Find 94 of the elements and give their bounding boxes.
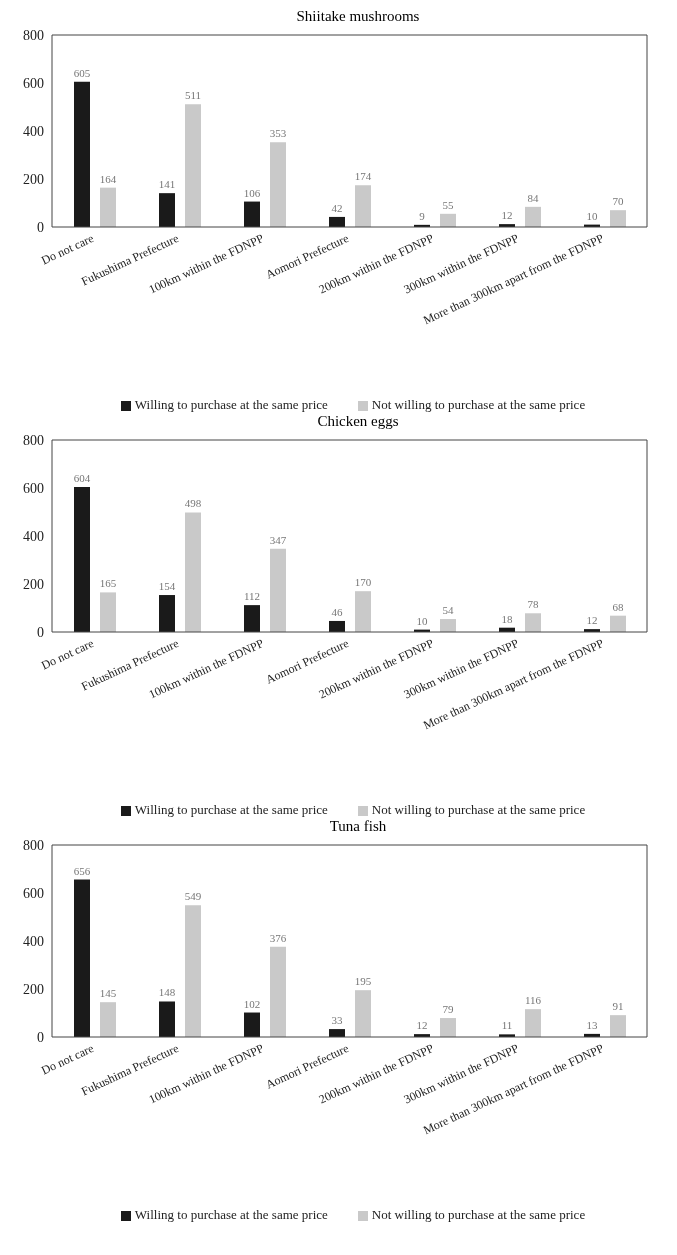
- bar: [525, 1009, 541, 1037]
- bar: [185, 104, 201, 227]
- data-label: 13: [586, 1018, 598, 1031]
- bar: [610, 210, 626, 227]
- bar: [100, 592, 116, 632]
- data-label: 170: [354, 576, 372, 589]
- y-tick-label: 200: [23, 576, 44, 592]
- data-label: 10: [416, 614, 428, 627]
- chart-title: Shiitake mushrooms: [295, 8, 421, 26]
- bar: [159, 193, 175, 227]
- data-label: 165: [99, 577, 117, 590]
- data-label: 164: [99, 172, 117, 185]
- y-tick-label: 200: [23, 981, 44, 997]
- bar: [185, 905, 201, 1037]
- y-tick-label: 800: [23, 837, 44, 853]
- data-label: 91: [612, 1000, 624, 1013]
- data-label: 54: [442, 604, 454, 617]
- bar: [610, 615, 626, 632]
- y-tick-label: 600: [23, 480, 44, 496]
- chart-title: Tuna fish: [328, 818, 388, 836]
- data-label: 116: [524, 994, 542, 1007]
- bar: [355, 185, 371, 227]
- data-label: 42: [331, 201, 343, 214]
- y-tick-label: 400: [23, 123, 44, 139]
- data-label: 12: [501, 209, 513, 222]
- y-tick-label: 600: [23, 885, 44, 901]
- bar: [270, 548, 286, 632]
- data-label: 106: [243, 186, 261, 199]
- bar: [440, 213, 456, 227]
- data-label: 68: [612, 600, 624, 613]
- bar: [74, 81, 90, 227]
- bar: [610, 1015, 626, 1037]
- legend-label: Willing to purchase at the same price: [134, 1207, 328, 1222]
- bar: [355, 990, 371, 1037]
- data-label: 12: [416, 1019, 428, 1032]
- data-label: 376: [269, 931, 287, 944]
- data-label: 353: [269, 127, 287, 140]
- bar: [440, 619, 456, 632]
- legend-label: Willing to purchase at the same price: [134, 802, 328, 817]
- data-label: 84: [527, 191, 539, 204]
- data-label: 11: [501, 1019, 513, 1032]
- legend-label: Willing to purchase at the same price: [134, 397, 328, 412]
- bar: [329, 620, 345, 632]
- data-label: 12: [586, 614, 598, 627]
- data-label: 145: [99, 987, 117, 1000]
- data-label: 70: [612, 195, 624, 208]
- legend-label: Not willing to purchase at the same price: [371, 802, 586, 817]
- bar: [244, 605, 260, 632]
- data-label: 347: [269, 533, 287, 546]
- data-label: 605: [73, 66, 91, 79]
- bar: [244, 1012, 260, 1037]
- data-label: 102: [243, 997, 261, 1010]
- y-tick-label: 400: [23, 933, 44, 949]
- y-tick-label: 800: [23, 27, 44, 43]
- bar: [355, 591, 371, 632]
- bar: [159, 595, 175, 632]
- chart-title: Chicken eggs: [316, 413, 400, 431]
- y-tick-label: 800: [23, 432, 44, 448]
- legend-label: Not willing to purchase at the same price: [371, 397, 586, 412]
- data-label: 18: [501, 612, 513, 625]
- data-label: 154: [158, 580, 176, 593]
- data-label: 9: [419, 209, 426, 222]
- y-tick-label: 400: [23, 528, 44, 544]
- data-label: 79: [442, 1003, 454, 1016]
- legend-label: Not willing to purchase at the same price: [371, 1207, 586, 1222]
- bar: [100, 187, 116, 227]
- data-label: 46: [331, 605, 343, 618]
- bar: [159, 1001, 175, 1037]
- bar: [270, 946, 286, 1037]
- bar: [525, 206, 541, 227]
- data-label: 112: [243, 590, 261, 603]
- data-label: 78: [527, 598, 539, 611]
- bar: [185, 512, 201, 632]
- bar: [525, 613, 541, 632]
- bar: [440, 1018, 456, 1037]
- data-label: 55: [442, 198, 454, 211]
- data-label: 174: [354, 170, 372, 183]
- bar: [244, 201, 260, 227]
- data-label: 10: [586, 209, 598, 222]
- bar: [74, 879, 90, 1037]
- bar: [74, 487, 90, 632]
- data-label: 33: [331, 1014, 343, 1027]
- data-label: 195: [354, 975, 372, 988]
- data-label: 549: [184, 890, 202, 903]
- bar: [270, 142, 286, 227]
- bar: [100, 1002, 116, 1037]
- y-tick-label: 600: [23, 75, 44, 91]
- data-label: 148: [158, 986, 176, 999]
- data-label: 604: [73, 472, 91, 485]
- data-label: 511: [184, 89, 202, 102]
- data-label: 656: [73, 864, 91, 877]
- data-label: 141: [158, 178, 176, 191]
- data-label: 498: [184, 497, 202, 510]
- y-tick-label: 200: [23, 171, 44, 187]
